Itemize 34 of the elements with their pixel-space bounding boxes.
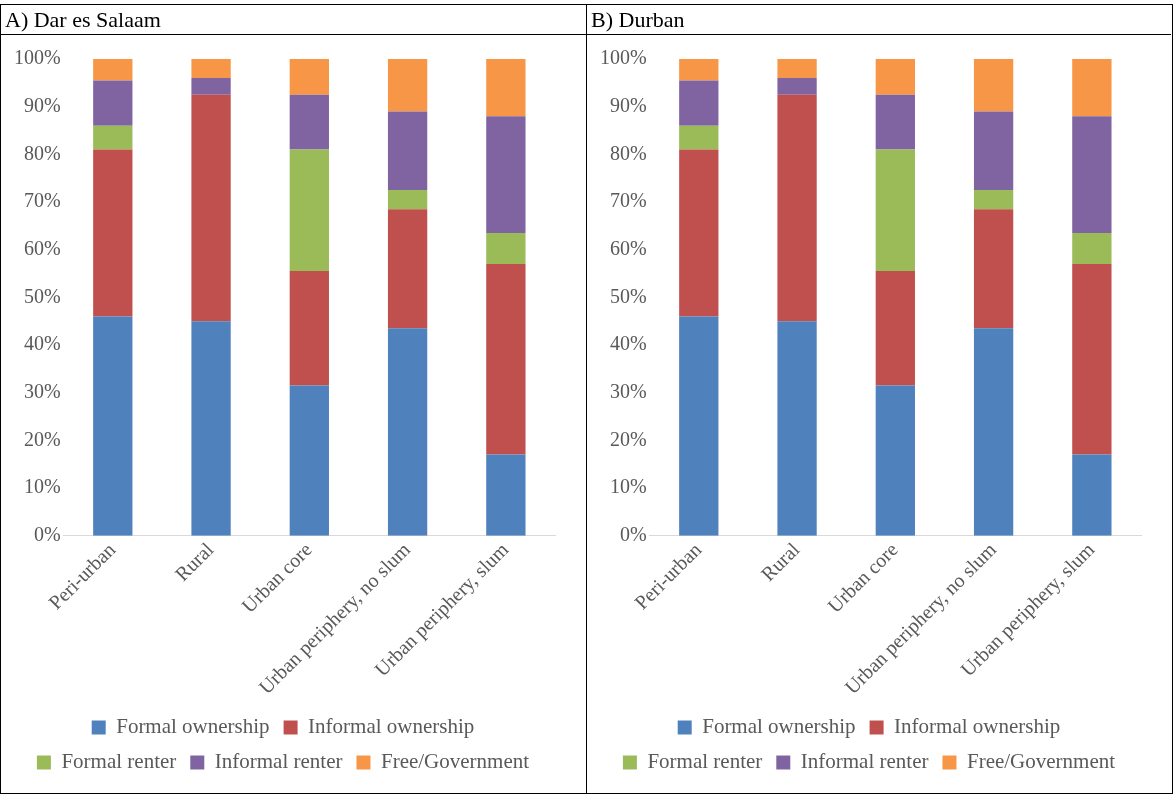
y-tick-label: 90% — [23, 93, 61, 116]
legend-label: Informal renter — [214, 749, 343, 774]
y-tick-label: 50% — [23, 284, 61, 307]
y-tick-label: 30% — [23, 379, 61, 402]
y-tick-label: 40% — [23, 332, 61, 355]
legend-label: Informal renter — [800, 749, 929, 774]
y-tick-label: 80% — [23, 141, 61, 164]
y-tick-label: 50% — [609, 284, 647, 307]
legend-label: Free/Government — [380, 749, 530, 774]
y-tick-label: 60% — [23, 236, 61, 259]
y-tick-label: 70% — [609, 189, 647, 212]
legend-label: Free/Government — [966, 749, 1116, 774]
legend-label: Formal ownership — [702, 714, 856, 739]
chart-title: B) Durban — [587, 5, 1171, 35]
legend-label: Formal renter — [61, 749, 177, 774]
y-tick-label: 80% — [609, 141, 647, 164]
legend-label: Informal ownership — [308, 714, 475, 739]
y-tick-label: 40% — [609, 332, 647, 355]
y-tick-label: 30% — [609, 379, 647, 402]
y-tick-label: 90% — [609, 93, 647, 116]
y-tick-label: 0% — [619, 522, 647, 545]
y-tick-label: 0% — [33, 522, 61, 545]
chart-title: A) Dar es Salaam — [1, 5, 586, 35]
y-tick-label: 100% — [599, 46, 647, 69]
y-tick-label: 100% — [13, 46, 61, 69]
y-tick-label: 20% — [609, 427, 647, 450]
y-tick-label: 60% — [609, 236, 647, 259]
legend-label: Formal renter — [647, 749, 763, 774]
legend-label: Informal ownership — [894, 714, 1061, 739]
y-tick-label: 10% — [609, 475, 647, 498]
legend-label: Formal ownership — [116, 714, 270, 739]
y-tick-label: 10% — [23, 475, 61, 498]
y-tick-label: 70% — [23, 189, 61, 212]
y-tick-label: 20% — [23, 427, 61, 450]
